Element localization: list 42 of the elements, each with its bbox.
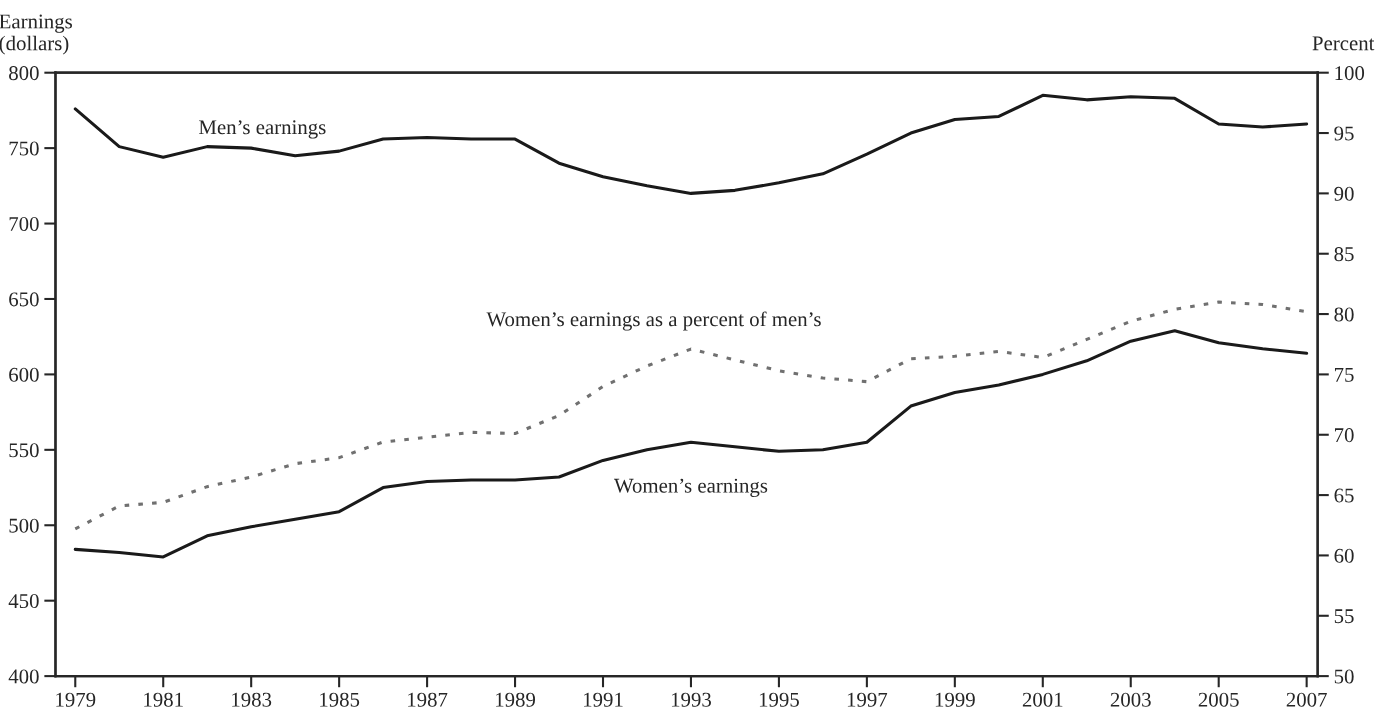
y-tick-label: 600 <box>9 367 39 382</box>
y2-tick-label: 70 <box>1335 428 1354 443</box>
x-tick-label: 2001 <box>1022 692 1063 707</box>
line-series <box>73 93 1309 195</box>
y-tick-label: 750 <box>9 141 39 156</box>
y-tick-label: 450 <box>8 594 39 609</box>
y2-tick-label: 100 <box>1335 66 1365 81</box>
y2-tick-label: 50 <box>1334 669 1354 684</box>
x-tick-label: 2007 <box>1286 692 1327 707</box>
x-tick-label: 1983 <box>232 692 272 707</box>
y-tick-label: 550 <box>9 443 39 458</box>
y-tick-label: 800 <box>9 66 39 81</box>
series-label: Women’s earnings <box>614 478 768 497</box>
y-tick-label: 700 <box>9 216 39 231</box>
x-tick-label: 1993 <box>671 692 711 707</box>
x-tick-label: 1989 <box>496 692 536 707</box>
x-tick-label: 2003 <box>1110 692 1151 707</box>
x-tick-label: 1997 <box>847 692 888 707</box>
y2-tick-label: 80 <box>1334 307 1354 322</box>
x-tick-label: 1985 <box>320 692 360 707</box>
x-tick-label: 1999 <box>935 692 975 707</box>
y2-tick-label: 60 <box>1334 548 1354 563</box>
x-tick-label: 1987 <box>408 692 448 707</box>
series-label: Men’s earnings <box>199 120 326 139</box>
y-tick-label: 650 <box>9 292 39 307</box>
x-tick-label: 1991 <box>584 692 623 707</box>
y2-tick-label: 75 <box>1335 367 1354 382</box>
y2-tick-label: 85 <box>1334 247 1354 262</box>
y-axis-title: Earnings (dollars) <box>0 14 72 55</box>
x-tick-label: 1995 <box>759 692 799 707</box>
y2-tick-label: 90 <box>1334 186 1354 201</box>
y2-axis-title: Percent <box>1312 36 1375 51</box>
x-tick-label: 2005 <box>1198 692 1239 707</box>
y-tick-label: 400 <box>8 669 39 684</box>
series-label: Women’s earnings as a percent of men’s <box>486 311 821 331</box>
y2-tick-label: 55 <box>1334 609 1354 624</box>
line-series <box>73 329 1309 559</box>
y2-tick-label: 65 <box>1334 488 1354 503</box>
x-tick-label: 1979 <box>56 692 96 707</box>
x-tick-label: 1981 <box>144 692 183 707</box>
y2-tick-label: 95 <box>1334 126 1354 141</box>
y-tick-label: 500 <box>9 518 39 533</box>
